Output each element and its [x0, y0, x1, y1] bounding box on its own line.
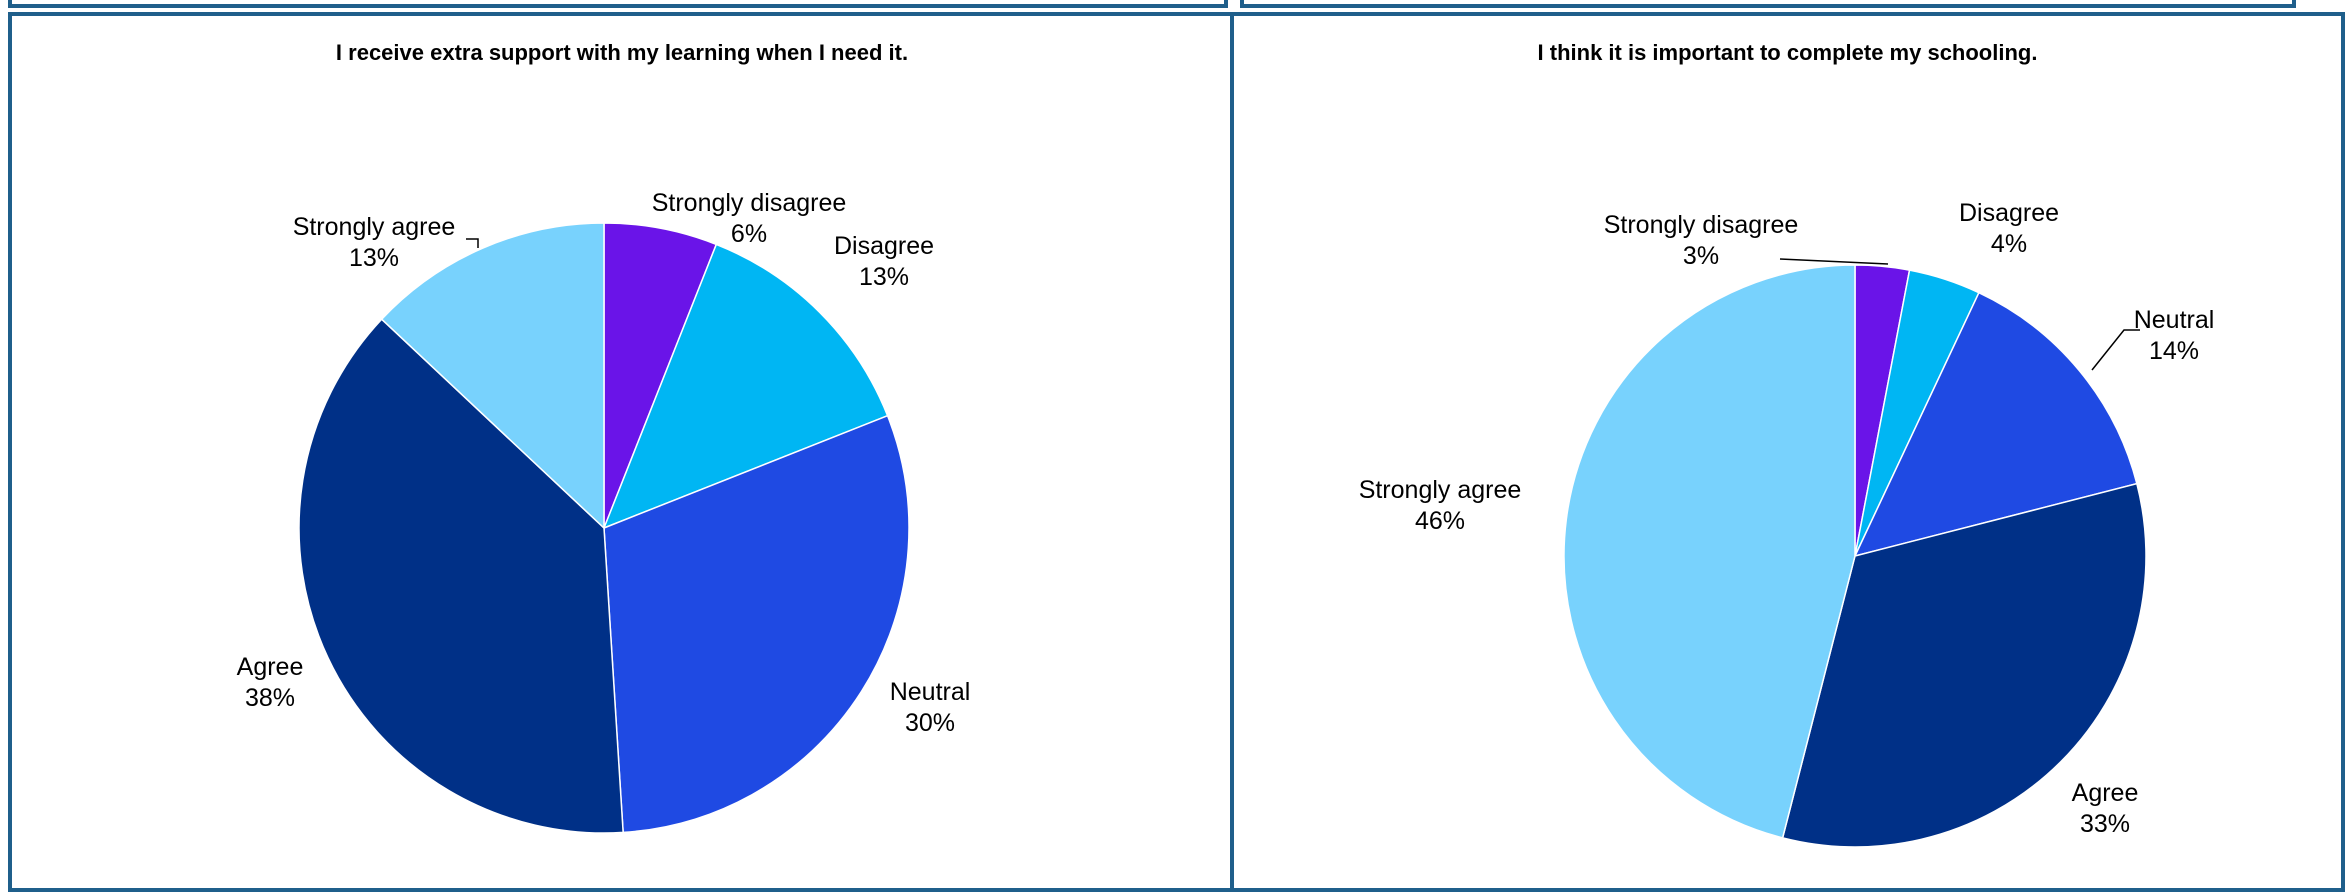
slice-value-label: 3% — [1683, 242, 1719, 270]
slice-value-label: 13% — [349, 244, 399, 272]
slice-label: Disagree — [1959, 199, 2059, 227]
pie-chart-extra-support: Strongly disagree 6% Disagree 13% Neutral 30%… — [12, 16, 1240, 896]
previous-panel-edge-right — [1240, 0, 2296, 8]
slice-label: Agree — [2072, 779, 2139, 807]
slice-value-label: 46% — [1415, 507, 1465, 535]
slice-value-label: 38% — [245, 684, 295, 712]
chart-panel-complete-schooling: I think it is important to complete my s… — [1230, 12, 2345, 892]
slice-value-label: 30% — [905, 709, 955, 737]
slice-label: Agree — [237, 653, 304, 681]
pie-chart-complete-schooling: Strongly disagree 3% Disagree 4% Neutral 14% A… — [1234, 16, 2345, 896]
leader-line — [2092, 330, 2140, 370]
slice-value-label: 33% — [2080, 810, 2130, 838]
slice-value-label: 6% — [731, 220, 767, 248]
slice-label: Strongly disagree — [1604, 211, 1799, 239]
leader-line — [466, 239, 478, 248]
chart-panel-extra-support: I receive extra support with my learning… — [8, 12, 1236, 892]
slice-label: Strongly agree — [293, 213, 456, 241]
slice-label: Strongly disagree — [652, 189, 847, 217]
slice-value-label: 13% — [859, 263, 909, 291]
slice-label: Disagree — [834, 232, 934, 260]
slice-label: Strongly agree — [1359, 476, 1522, 504]
previous-panel-edge-left — [8, 0, 1228, 8]
slice-label: Neutral — [2134, 306, 2215, 334]
slice-value-label: 14% — [2149, 337, 2199, 365]
slice-value-label: 4% — [1991, 230, 2027, 258]
slice-label: Neutral — [890, 678, 971, 706]
leader-line — [1780, 259, 1888, 264]
